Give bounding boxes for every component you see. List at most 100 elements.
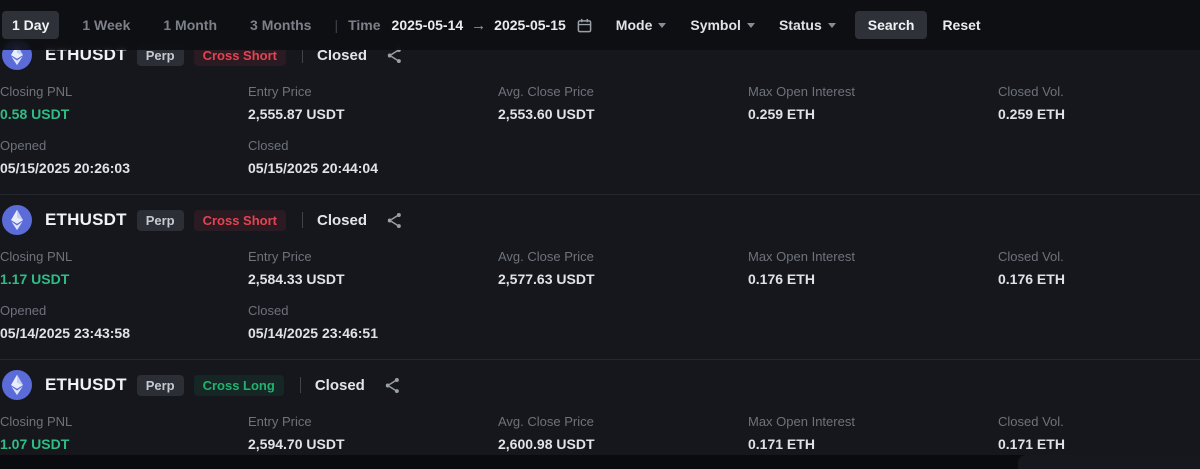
fields-row: Closing PNL 1.07 USDT Entry Price 2,594.… [0,414,1200,454]
symbol-dropdown-label: Symbol [690,17,741,33]
field-value: 2,600.98 USDT [498,436,595,452]
opened-label: Opened [0,303,47,318]
header-divider [302,212,303,228]
field-label: Max Open Interest [748,84,855,99]
position-card: ETHUSDT Perp Cross Short Closed [0,195,1200,360]
chevron-down-icon [746,22,755,28]
field: Max Open Interest 0.176 ETH [748,249,998,289]
bottom-edge-strip [0,455,1200,469]
times-row: Opened 05/15/2025 20:26:03 Closed 05/15/… [0,138,1200,178]
time-label: Time [348,17,381,33]
closed-time: 05/15/2025 20:44:04 [248,160,378,176]
field-label: Closing PNL [0,249,73,264]
field-label: Avg. Close Price [498,249,594,264]
field: Avg. Close Price 2,553.60 USDT [498,84,748,124]
field-value: 1.17 USDT [0,271,70,287]
chevron-down-icon [827,22,836,28]
contract-type-badge: Perp [136,374,184,396]
position-card: ETHUSDT Perp Cross Long Closed [0,360,1200,469]
field: Entry Price 2,594.70 USDT [248,414,498,454]
field-value: 2,577.63 USDT [498,271,595,287]
field: Opened 05/14/2025 23:43:58 [0,303,248,343]
header-divider [302,47,303,63]
times-row: Opened 05/14/2025 23:43:58 Closed 05/14/… [0,303,1200,343]
field-value: 0.171 ETH [748,436,815,452]
range-1-month[interactable]: 1 Month [163,17,218,33]
field-label: Entry Price [248,249,312,264]
chevron-down-icon [658,22,667,28]
symbol-name: ETHUSDT [45,210,127,229]
field: Max Open Interest 0.171 ETH [748,414,998,454]
search-button[interactable]: Search [854,11,928,39]
field: Opened 05/15/2025 20:26:03 [0,138,248,178]
status-dropdown[interactable]: Status [779,17,836,33]
field-label: Max Open Interest [748,414,855,429]
mode-dropdown[interactable]: Mode [616,17,667,33]
opened-time: 05/15/2025 20:26:03 [0,160,130,176]
field: Closing PNL 1.17 USDT [0,249,248,289]
status-dropdown-label: Status [778,17,822,33]
position-side-badge: Cross Short [193,209,286,231]
closed-label: Closed [248,303,289,318]
field-value: 2,584.33 USDT [248,271,345,287]
bottom-floating-panel-edge [1018,455,1200,469]
field: Entry Price 2,584.33 USDT [248,249,498,289]
field-value: 0.259 ETH [748,106,815,122]
status-label: Closed [317,46,368,64]
bar-separator: | [334,17,339,33]
eth-token-icon [2,370,32,400]
field: Closed 05/15/2025 20:44:04 [248,138,498,178]
field-value: 1.07 USDT [0,436,70,452]
field-label: Entry Price [248,84,312,99]
field-label: Closed Vol. [998,84,1064,99]
opened-time: 05/14/2025 23:43:58 [0,325,130,341]
status-label: Closed [317,211,368,229]
share-icon[interactable] [385,211,404,230]
field: Closed Vol. 0.259 ETH [998,84,1200,124]
range-3-months[interactable]: 3 Months [250,17,312,33]
field: Closed Vol. 0.176 ETH [998,249,1200,289]
field-value: 0.58 USDT [0,106,70,122]
card-header: ETHUSDT Perp Cross Long Closed [0,370,1200,400]
field-label: Closed Vol. [998,249,1064,264]
symbol-dropdown[interactable]: Symbol [690,17,755,33]
field-label: Max Open Interest [748,249,855,264]
field-value: 0.259 ETH [998,106,1065,122]
range-1-week[interactable]: 1 Week [82,17,131,33]
eth-token-icon [2,205,32,235]
symbol-name: ETHUSDT [45,375,127,394]
status-label: Closed [314,376,365,394]
field: Entry Price 2,555.87 USDT [248,84,498,124]
mode-dropdown-label: Mode [615,17,653,33]
field: Closing PNL 1.07 USDT [0,414,248,454]
field-label: Avg. Close Price [498,414,594,429]
share-icon[interactable] [383,376,402,395]
field-label: Closed Vol. [998,414,1064,429]
opened-label: Opened [0,138,47,153]
field: Avg. Close Price 2,577.63 USDT [498,249,748,289]
fields-row: Closing PNL 1.17 USDT Entry Price 2,584.… [0,249,1200,289]
position-side-badge: Cross Long [193,374,284,396]
reset-button[interactable]: Reset [942,17,981,33]
field-value: 2,553.60 USDT [498,106,595,122]
field-value: 2,594.70 USDT [248,436,345,452]
field: Closed 05/14/2025 23:46:51 [248,303,498,343]
contract-type-badge: Perp [136,209,184,231]
header-divider [299,377,301,393]
closed-label: Closed [248,138,289,153]
calendar-icon[interactable] [577,18,592,33]
position-card: ETHUSDT Perp Cross Short Closed [0,30,1200,195]
date-range-picker[interactable]: 2025-05-14 → 2025-05-15 [392,17,566,34]
closed-time: 05/14/2025 23:46:51 [248,325,378,341]
range-1-day[interactable]: 1 Day [2,11,60,39]
field-value: 0.176 ETH [998,271,1065,287]
fields-row: Closing PNL 0.58 USDT Entry Price 2,555.… [0,84,1200,124]
date-from[interactable]: 2025-05-14 [391,17,464,33]
field-label: Avg. Close Price [498,84,594,99]
field-value: 0.171 ETH [998,436,1065,452]
field-label: Entry Price [248,414,312,429]
date-to[interactable]: 2025-05-15 [494,17,566,33]
field-label: Closing PNL [0,414,73,429]
field: Max Open Interest 0.259 ETH [748,84,998,124]
